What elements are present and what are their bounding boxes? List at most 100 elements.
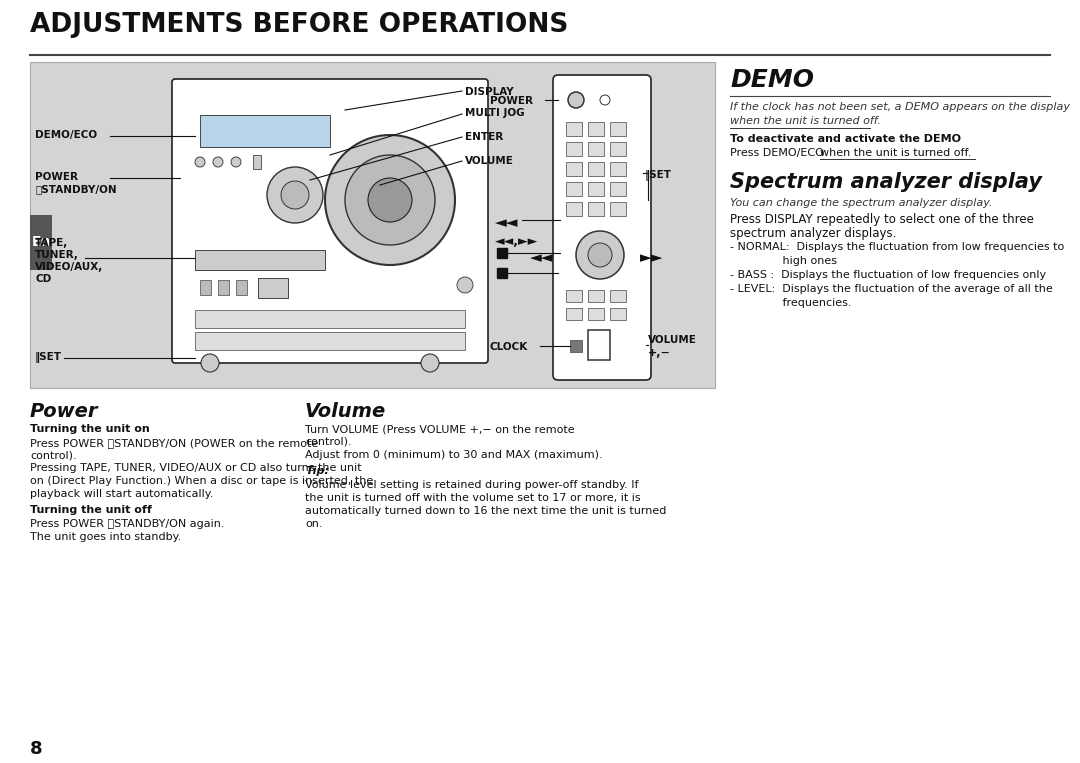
Bar: [610, 202, 626, 216]
Bar: [588, 142, 604, 156]
Circle shape: [368, 178, 411, 222]
Bar: [610, 122, 626, 136]
Text: frequencies.: frequencies.: [730, 298, 851, 308]
Text: Volume level setting is retained during power-off standby. If: Volume level setting is retained during …: [305, 480, 638, 490]
Text: +,−: +,−: [648, 348, 671, 358]
Circle shape: [231, 157, 241, 167]
Text: Power: Power: [30, 402, 98, 421]
Circle shape: [195, 157, 205, 167]
Text: POWER: POWER: [490, 96, 534, 106]
Text: To deactivate and activate the DEMO: To deactivate and activate the DEMO: [730, 134, 961, 144]
Bar: [610, 182, 626, 196]
Bar: [200, 280, 211, 295]
Text: VOLUME: VOLUME: [465, 156, 514, 166]
Text: DISPLAY: DISPLAY: [465, 87, 514, 97]
Text: ADJUSTMENTS BEFORE OPERATIONS: ADJUSTMENTS BEFORE OPERATIONS: [30, 12, 568, 38]
Text: MULTI JOG: MULTI JOG: [465, 108, 525, 118]
Text: ◄◄: ◄◄: [495, 215, 518, 230]
Circle shape: [325, 135, 455, 265]
Circle shape: [568, 92, 584, 108]
Bar: [610, 142, 626, 156]
Bar: [610, 162, 626, 176]
Circle shape: [576, 231, 624, 279]
Text: ‖SET: ‖SET: [35, 352, 62, 363]
Bar: [566, 182, 582, 196]
Bar: [566, 290, 582, 302]
Text: Turning the unit off: Turning the unit off: [30, 505, 152, 515]
Text: Press POWER ⏻STANDBY/ON again.: Press POWER ⏻STANDBY/ON again.: [30, 519, 225, 529]
FancyBboxPatch shape: [553, 75, 651, 380]
Circle shape: [345, 155, 435, 245]
Text: on.: on.: [305, 519, 323, 529]
Bar: [497, 248, 507, 258]
Bar: [566, 122, 582, 136]
Text: DEMO: DEMO: [730, 68, 814, 92]
Text: control).: control).: [30, 451, 77, 461]
Circle shape: [457, 277, 473, 293]
Bar: [200, 115, 330, 147]
Text: spectrum analyzer displays.: spectrum analyzer displays.: [730, 227, 896, 240]
Bar: [195, 332, 465, 350]
Text: Turning the unit on: Turning the unit on: [30, 424, 150, 434]
Text: Tip:: Tip:: [305, 466, 329, 476]
Circle shape: [267, 167, 323, 223]
Text: Press DEMO/ECO: Press DEMO/ECO: [730, 148, 827, 158]
Text: ‖SET: ‖SET: [645, 170, 672, 181]
Text: TUNER,: TUNER,: [35, 250, 79, 260]
Text: - NORMAL:  Displays the fluctuation from low frequencies to: - NORMAL: Displays the fluctuation from …: [730, 242, 1064, 252]
Bar: [588, 202, 604, 216]
Text: Volume: Volume: [305, 402, 387, 421]
Text: high ones: high ones: [730, 256, 837, 266]
Text: - BASS :  Displays the fluctuation of low frequencies only: - BASS : Displays the fluctuation of low…: [730, 270, 1047, 280]
Text: ⏻STANDBY/ON: ⏻STANDBY/ON: [35, 184, 117, 194]
Circle shape: [281, 181, 309, 209]
Text: Adjust from 0 (minimum) to 30 and MAX (maximum).: Adjust from 0 (minimum) to 30 and MAX (m…: [305, 450, 603, 460]
Circle shape: [588, 243, 612, 267]
Text: The unit goes into standby.: The unit goes into standby.: [30, 532, 181, 542]
Text: Press POWER ⏻STANDBY/ON (POWER on the remote: Press POWER ⏻STANDBY/ON (POWER on the re…: [30, 438, 319, 448]
Text: when the unit is turned off.: when the unit is turned off.: [730, 116, 881, 126]
Text: CD: CD: [35, 274, 51, 284]
Text: If the clock has not been set, a DEMO appears on the display: If the clock has not been set, a DEMO ap…: [730, 102, 1070, 112]
Bar: [218, 280, 229, 295]
Text: CLOCK: CLOCK: [490, 342, 528, 352]
Text: automatically turned down to 16 the next time the unit is turned: automatically turned down to 16 the next…: [305, 506, 666, 516]
Bar: [258, 278, 288, 298]
Bar: [195, 250, 325, 270]
Bar: [497, 268, 507, 278]
Text: ◄◄: ◄◄: [530, 250, 554, 265]
FancyBboxPatch shape: [172, 79, 488, 363]
Text: ENTER: ENTER: [465, 132, 503, 142]
Bar: [588, 182, 604, 196]
Bar: [588, 122, 604, 136]
Text: ►►: ►►: [640, 250, 663, 265]
Text: when the unit is turned off.: when the unit is turned off.: [820, 148, 971, 158]
Bar: [195, 310, 465, 328]
Bar: [588, 162, 604, 176]
Text: Pressing TAPE, TUNER, VIDEO/AUX or CD also turns the unit: Pressing TAPE, TUNER, VIDEO/AUX or CD al…: [30, 463, 362, 473]
Bar: [566, 142, 582, 156]
Text: TAPE,: TAPE,: [35, 238, 68, 248]
Bar: [588, 290, 604, 302]
Circle shape: [201, 354, 219, 372]
Bar: [588, 308, 604, 320]
Bar: [610, 290, 626, 302]
Bar: [566, 308, 582, 320]
Bar: [253, 155, 261, 169]
Text: 8: 8: [30, 740, 42, 758]
Text: VIDEO/AUX,: VIDEO/AUX,: [35, 262, 104, 272]
Bar: [588, 330, 610, 360]
Text: Press DISPLAY repeatedly to select one of the three: Press DISPLAY repeatedly to select one o…: [730, 213, 1034, 226]
Bar: [237, 280, 247, 295]
Bar: [610, 308, 626, 320]
Bar: [566, 202, 582, 216]
Circle shape: [421, 354, 438, 372]
Text: VOLUME: VOLUME: [648, 335, 697, 345]
Circle shape: [213, 157, 222, 167]
Text: control).: control).: [305, 437, 352, 447]
Text: ◄◄,►►: ◄◄,►►: [495, 235, 538, 248]
Text: playback will start automatically.: playback will start automatically.: [30, 489, 214, 499]
Bar: [30, 215, 52, 270]
Text: You can change the spectrum analyzer display.: You can change the spectrum analyzer dis…: [730, 198, 993, 208]
Text: DEMO/ECO: DEMO/ECO: [35, 130, 97, 140]
